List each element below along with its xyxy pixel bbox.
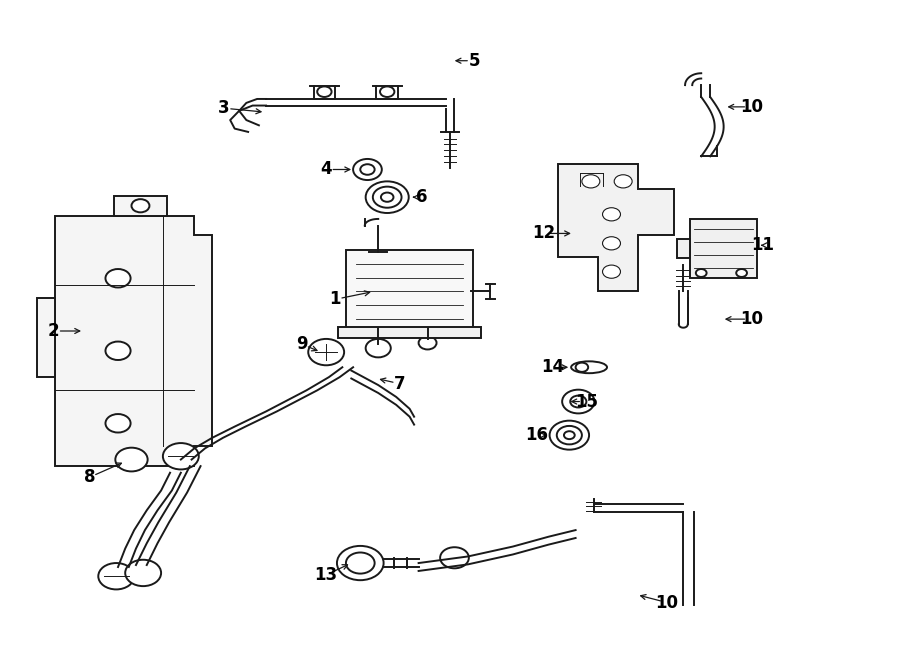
Circle shape: [381, 193, 393, 202]
Circle shape: [550, 420, 590, 449]
Circle shape: [163, 443, 199, 469]
Text: 5: 5: [469, 52, 480, 70]
Circle shape: [602, 237, 620, 250]
Text: 9: 9: [296, 335, 308, 354]
Circle shape: [380, 87, 394, 97]
Circle shape: [346, 553, 374, 573]
Circle shape: [131, 199, 149, 213]
Circle shape: [440, 547, 469, 568]
Circle shape: [602, 265, 620, 278]
Bar: [37, 298, 55, 377]
Circle shape: [418, 336, 436, 350]
Circle shape: [353, 159, 382, 180]
Text: 8: 8: [84, 468, 95, 487]
Text: 7: 7: [394, 375, 406, 393]
Circle shape: [614, 175, 632, 188]
Bar: [113, 196, 167, 216]
Circle shape: [602, 208, 620, 221]
Text: 2: 2: [48, 322, 59, 340]
Text: 16: 16: [526, 426, 548, 444]
Circle shape: [105, 414, 130, 432]
Circle shape: [365, 339, 391, 357]
Bar: [677, 239, 690, 258]
Bar: [690, 219, 757, 278]
Text: 12: 12: [532, 224, 555, 242]
Text: 14: 14: [541, 358, 563, 376]
Circle shape: [98, 563, 134, 589]
Text: 3: 3: [218, 99, 230, 117]
Text: 15: 15: [575, 393, 598, 410]
Ellipse shape: [572, 361, 607, 373]
Circle shape: [576, 363, 589, 372]
Circle shape: [696, 269, 706, 277]
Circle shape: [125, 560, 161, 586]
Text: 13: 13: [315, 566, 338, 584]
Text: 10: 10: [740, 98, 763, 116]
Circle shape: [373, 187, 401, 208]
Circle shape: [105, 342, 130, 360]
Circle shape: [317, 87, 331, 97]
Circle shape: [557, 426, 582, 444]
Circle shape: [736, 269, 747, 277]
Circle shape: [115, 448, 148, 471]
Circle shape: [582, 175, 599, 188]
Text: 10: 10: [655, 594, 679, 612]
Circle shape: [571, 396, 587, 408]
Circle shape: [564, 431, 575, 439]
Circle shape: [365, 181, 409, 213]
Text: 4: 4: [320, 160, 332, 179]
Circle shape: [308, 339, 344, 365]
FancyBboxPatch shape: [346, 250, 473, 330]
Circle shape: [360, 164, 374, 175]
Text: 6: 6: [416, 188, 427, 206]
Circle shape: [562, 390, 595, 413]
Polygon shape: [558, 164, 674, 291]
Circle shape: [105, 269, 130, 287]
Polygon shape: [55, 216, 212, 466]
Text: 10: 10: [740, 310, 763, 328]
Text: 1: 1: [329, 291, 341, 308]
Text: 11: 11: [751, 236, 774, 254]
Circle shape: [337, 546, 383, 580]
Bar: [338, 327, 482, 338]
